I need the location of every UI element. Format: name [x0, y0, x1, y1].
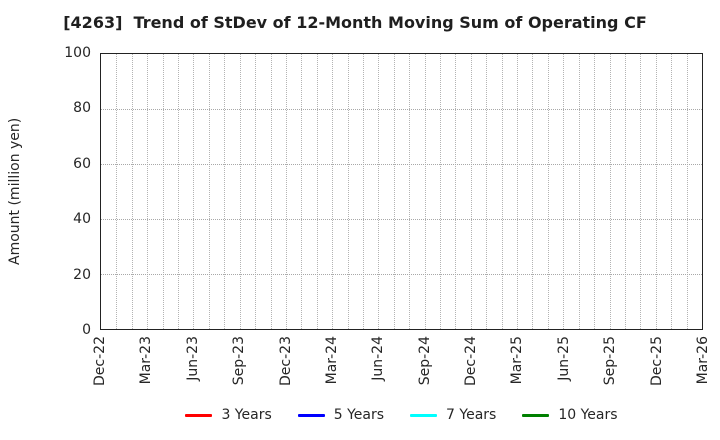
legend-line-swatch	[522, 413, 550, 417]
x-tick-label: Dec-22	[92, 336, 108, 386]
vertical-gridline	[686, 54, 688, 329]
vertical-gridline	[424, 54, 426, 329]
legend-label: 7 Years	[446, 407, 497, 423]
legend-label: 3 Years	[221, 407, 272, 423]
legend-item: 5 Years	[297, 407, 385, 423]
vertical-gridline	[316, 54, 318, 329]
y-tick-label: 20	[73, 266, 91, 283]
x-tick-label: Mar-23	[138, 336, 155, 385]
vertical-gridline	[270, 54, 272, 329]
vertical-gridline	[563, 54, 565, 329]
vertical-gridline	[594, 54, 596, 329]
vertical-gridline	[455, 54, 457, 329]
horizontal-gridline	[101, 109, 702, 110]
y-axis-label: Amount (million yen)	[7, 117, 23, 266]
vertical-gridline	[470, 54, 472, 329]
legend-line-swatch	[410, 413, 438, 417]
vertical-gridline	[486, 54, 488, 329]
x-tick-label: Mar-25	[509, 336, 526, 385]
vertical-gridline	[116, 54, 118, 329]
x-tick-label: Mar-24	[323, 336, 340, 385]
vertical-gridline	[409, 54, 411, 329]
vertical-gridline	[224, 54, 226, 329]
x-tick-label: Jun-24	[370, 336, 387, 381]
y-tick-label: 80	[73, 100, 91, 117]
chart-title: [4263] Trend of StDev of 12-Month Moving…	[63, 13, 647, 32]
y-tick-label: 60	[73, 155, 91, 172]
vertical-gridline	[347, 54, 349, 329]
vertical-gridline	[239, 54, 241, 329]
x-tick-label: Dec-23	[277, 336, 294, 386]
plot-area	[100, 53, 703, 330]
legend-label: 5 Years	[333, 407, 385, 423]
vertical-gridline	[393, 54, 395, 329]
vertical-gridline	[547, 54, 549, 329]
vertical-gridline	[362, 54, 364, 329]
legend-item: 3 Years	[185, 407, 272, 423]
legend-item: 7 Years	[410, 407, 496, 423]
x-tick-label: Sep-23	[231, 336, 248, 386]
x-tick-label: Jun-23	[184, 336, 201, 381]
vertical-gridline	[285, 54, 287, 329]
vertical-gridline	[440, 54, 442, 329]
vertical-gridline	[332, 54, 334, 329]
vertical-gridline	[301, 54, 303, 329]
vertical-gridline	[640, 54, 642, 329]
vertical-gridline	[532, 54, 534, 329]
vertical-gridline	[193, 54, 195, 329]
vertical-gridline	[578, 54, 580, 329]
horizontal-gridline	[101, 274, 702, 275]
x-tick-label: Jun-25	[555, 336, 572, 381]
y-tick-label: 40	[73, 211, 91, 228]
y-tick-label: 0	[82, 322, 91, 338]
vertical-gridline	[378, 54, 380, 329]
horizontal-gridline	[101, 219, 702, 220]
x-tick-label: Sep-24	[416, 336, 433, 386]
vertical-gridline	[178, 54, 180, 329]
x-tick-label: Mar-26	[695, 336, 711, 385]
vertical-gridline	[208, 54, 210, 329]
legend: 3 Years 5 Years 7 Years 10 Years	[100, 405, 703, 425]
horizontal-gridline	[101, 164, 702, 165]
legend-item: 10 Years	[522, 407, 618, 423]
vertical-gridline	[147, 54, 149, 329]
vertical-gridline	[255, 54, 257, 329]
legend-label: 10 Years	[558, 407, 618, 423]
vertical-gridline	[624, 54, 626, 329]
vertical-gridline	[162, 54, 164, 329]
vertical-gridline	[131, 54, 133, 329]
x-tick-label: Dec-25	[648, 336, 665, 386]
vertical-gridline	[671, 54, 673, 329]
vertical-gridline	[609, 54, 611, 329]
vertical-gridline	[655, 54, 657, 329]
vertical-gridline	[501, 54, 503, 329]
legend-line-swatch	[185, 413, 213, 417]
x-tick-label: Dec-24	[463, 336, 480, 386]
vertical-gridline	[517, 54, 519, 329]
y-tick-label: 100	[64, 45, 91, 61]
legend-line-swatch	[297, 413, 325, 417]
x-tick-label: Sep-25	[602, 336, 619, 386]
